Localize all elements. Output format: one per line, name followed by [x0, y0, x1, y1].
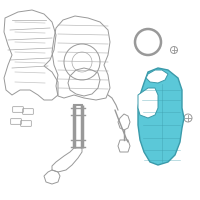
Polygon shape	[146, 70, 168, 83]
Polygon shape	[138, 68, 184, 165]
Polygon shape	[138, 88, 158, 118]
